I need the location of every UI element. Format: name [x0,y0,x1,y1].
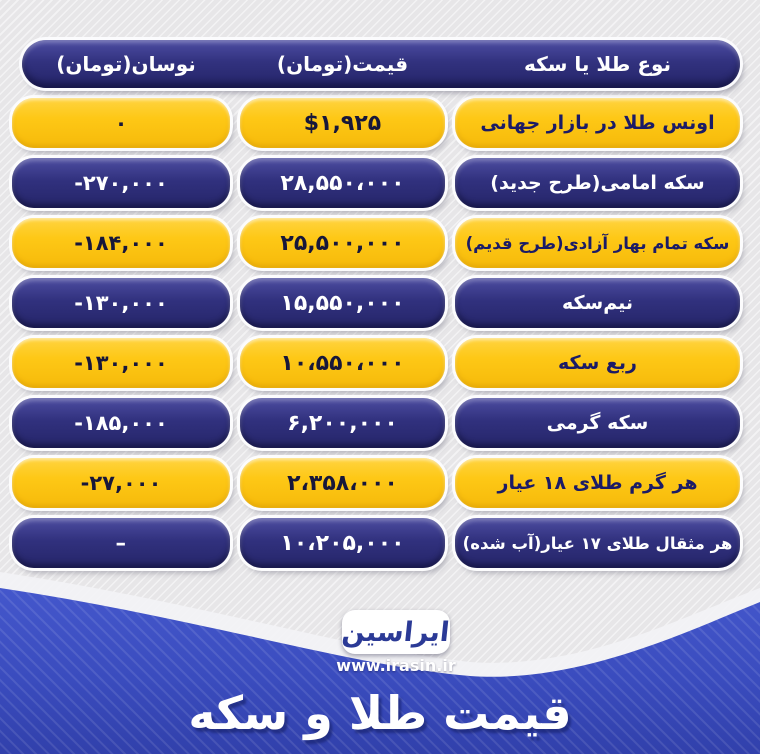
price-value: ۱۰،۵۵۰،۰۰۰ [280,350,405,376]
table-cell-type: اونس طلا در بازار جهانی [455,98,740,148]
table-cell-price: ۲۵,۵۰۰,۰۰۰ [240,218,445,268]
change-value: ۰ [114,111,128,135]
column-header-type: نوع طلا یا سکه [523,52,672,76]
table-cell-price: ۲،۳۵۸،۰۰۰ [240,458,445,508]
table-cell-price: ۱۵,۵۵۰,۰۰۰ [240,278,445,328]
table-cell-change: -۱۸۴,۰۰۰ [12,218,230,268]
change-value: -۱۳۰,۰۰۰ [74,291,168,315]
table-cell-price: $۱,۹۲۵ [240,98,445,148]
price-table: ۰ $۱,۹۲۵ اونس طلا در بازار جهانی -۲۷۰,۰۰… [12,98,740,568]
irasin-logo-text: ایراسین [340,616,452,648]
footer-wave-graphic [0,572,760,754]
table-cell-type: سکه گرمی [455,398,740,448]
table-cell-type: نیم‌سکه [455,278,740,328]
column-header-change: نوسان(تومان) [56,52,196,76]
table-cell-price: ۲۸,۵۵۰،۰۰۰ [240,158,445,208]
change-value: -۱۸۵,۰۰۰ [74,411,168,435]
website-url: www.irasin.ir [336,656,456,675]
table-cell-type: هر مثقال طلای ۱۷ عیار(آب شده) [455,518,740,568]
table-header-bar: نوسان(تومان) قیمت(تومان) نوع طلا یا سکه [22,40,740,88]
item-name: هر مثقال طلای ۱۷ عیار(آب شده) [462,533,733,553]
table-cell-type: هر گرم طلای ۱۸ عیار [455,458,740,508]
table-cell-change: -۱۸۵,۰۰۰ [12,398,230,448]
page-title: قیمت طلا و سکه [188,686,572,740]
table-cell-type: سکه امامی(طرح جدید) [455,158,740,208]
table-cell-change: -۲۷,۰۰۰ [12,458,230,508]
table-cell-change: – [12,518,230,568]
irasin-logo: ایراسین [340,610,452,654]
table-cell-price: ۱۰،۲۰۵,۰۰۰ [240,518,445,568]
table-cell-type: سکه تمام بهار آزادی(طرح قدیم) [455,218,740,268]
price-value: ۶,۲۰۰,۰۰۰ [287,410,398,436]
price-value: ۲۸,۵۵۰،۰۰۰ [280,170,405,196]
change-value: -۱۸۴,۰۰۰ [74,231,168,255]
item-name: اونس طلا در بازار جهانی [480,112,715,134]
item-name: سکه گرمی [546,412,649,434]
price-value: ۱۰،۲۰۵,۰۰۰ [280,530,405,556]
change-value: -۱۳۰,۰۰۰ [74,351,168,375]
table-cell-change: -۲۷۰,۰۰۰ [12,158,230,208]
table-cell-type: ربع سکه [455,338,740,388]
table-cell-change: -۱۳۰,۰۰۰ [12,278,230,328]
item-name: ربع سکه [558,352,637,374]
price-value: $۱,۹۲۵ [303,110,382,136]
item-name: هر گرم طلای ۱۸ عیار [497,472,698,494]
item-name: سکه تمام بهار آزادی(طرح قدیم) [465,233,730,253]
price-value: ۲،۳۵۸،۰۰۰ [287,470,398,496]
price-value: ۲۵,۵۰۰,۰۰۰ [280,230,405,256]
column-header-price: قیمت(تومان) [276,52,409,76]
change-value: – [115,531,127,555]
table-cell-price: ۶,۲۰۰,۰۰۰ [240,398,445,448]
table-cell-change: -۱۳۰,۰۰۰ [12,338,230,388]
item-name: سکه امامی(طرح جدید) [490,172,705,194]
item-name: نیم‌سکه [561,292,634,314]
change-value: -۲۷۰,۰۰۰ [74,171,168,195]
table-cell-change: ۰ [12,98,230,148]
table-cell-price: ۱۰،۵۵۰،۰۰۰ [240,338,445,388]
price-value: ۱۵,۵۵۰,۰۰۰ [280,290,405,316]
change-value: -۲۷,۰۰۰ [80,471,162,495]
